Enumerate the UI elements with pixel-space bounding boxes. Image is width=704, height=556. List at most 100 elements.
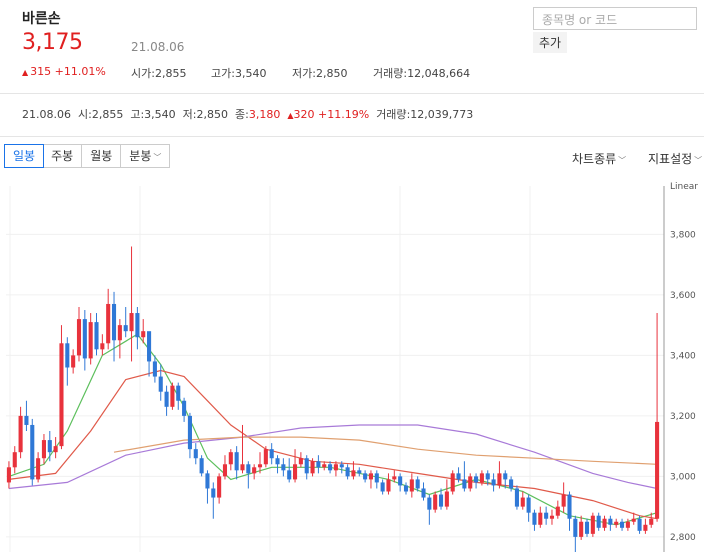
- candle-body: [228, 452, 233, 465]
- candle-body: [36, 458, 41, 480]
- search-input[interactable]: [540, 9, 694, 30]
- candle-body: [351, 470, 356, 477]
- candle-body: [176, 385, 181, 401]
- candle-body: [164, 391, 169, 407]
- chevron-down-icon: ﹀: [694, 156, 703, 165]
- candle-body: [345, 467, 350, 477]
- candle-body: [193, 449, 198, 459]
- ma20-line: [8, 369, 658, 520]
- y-tick-label: 3,800: [670, 230, 696, 240]
- candlestick-chart[interactable]: Linear 3,800 3,600 3,400 3,200 3,000 2,800: [0, 178, 704, 556]
- candle-body: [71, 355, 76, 368]
- candle-body: [129, 313, 134, 332]
- candle-body: [421, 488, 426, 498]
- candle-body: [614, 521, 619, 525]
- candle-body: [474, 476, 479, 483]
- chart-type-menu[interactable]: 차트종류 ﹀: [572, 150, 626, 167]
- candle-body: [643, 524, 648, 531]
- candle-body: [111, 303, 117, 341]
- chevron-down-icon: ﹀: [153, 153, 162, 162]
- candle-body: [485, 473, 490, 480]
- price-date: 21.08.06: [131, 40, 185, 54]
- candle-body: [567, 494, 572, 519]
- candle-body: [65, 343, 70, 368]
- tab-minute[interactable]: 분봉 ﹀: [121, 145, 169, 167]
- candle-body: [444, 491, 449, 507]
- low-label: 저가: [292, 67, 313, 80]
- candle-body: [491, 479, 496, 486]
- candle-body: [555, 506, 560, 516]
- high-value: 3,540: [234, 67, 267, 80]
- candle-body: [147, 331, 152, 362]
- candle-body: [211, 488, 216, 498]
- candle-body: [357, 470, 362, 474]
- candle-body: [333, 464, 338, 471]
- candle-body: [106, 303, 111, 344]
- daily-low: 2,850: [196, 108, 229, 121]
- candle-body: [88, 322, 93, 359]
- low-value: 2,850: [315, 67, 348, 80]
- candle-body: [573, 518, 578, 537]
- candle-body: [94, 322, 99, 350]
- up-triangle-icon: ▲: [22, 68, 29, 77]
- candle-body: [298, 458, 303, 465]
- candle-body: [409, 479, 414, 492]
- daily-open-label: 시: [77, 108, 89, 121]
- candle-body: [398, 476, 403, 486]
- indicator-menu[interactable]: 지표설정 ﹀: [648, 150, 702, 167]
- daily-volume: 12,039,773: [410, 108, 474, 121]
- tab-minute-label: 분봉: [129, 149, 152, 163]
- candle-body: [252, 467, 257, 474]
- volume-label: 거래량: [373, 67, 404, 80]
- candle-body: [590, 515, 595, 534]
- change-amount: 315: [30, 65, 52, 78]
- candle-body: [602, 518, 607, 528]
- candle-body: [468, 476, 473, 489]
- candle-body: [304, 458, 309, 474]
- candle-body: [41, 440, 46, 459]
- tab-daily[interactable]: 일봉: [4, 144, 45, 168]
- candle-body: [316, 461, 321, 468]
- daily-low-label: 저: [182, 108, 193, 121]
- candle-body: [30, 424, 35, 480]
- candle-body: [187, 415, 192, 450]
- candle-body: [479, 473, 484, 483]
- price-change: ▲ 315 +11.01%: [22, 65, 106, 78]
- candle-body: [392, 476, 397, 480]
- candle-body: [246, 464, 251, 474]
- candle-body: [135, 313, 140, 338]
- chart-canvas[interactable]: Linear 3,800 3,600 3,400 3,200 3,000 2,800: [0, 178, 704, 556]
- candle-body: [655, 421, 660, 519]
- low-stat: 저가:2,850: [292, 67, 348, 80]
- candle-body: [222, 464, 228, 477]
- candle-body: [281, 464, 286, 471]
- candle-body: [584, 521, 590, 534]
- candle-body: [561, 494, 566, 507]
- candle-body: [649, 518, 654, 525]
- daily-summary: 21.08.06 시:2,855 고:3,540 저:2,850 종:3,180…: [22, 108, 474, 121]
- stock-search: [533, 7, 697, 30]
- candle-body: [380, 482, 385, 492]
- y-tick-label: 2,800: [670, 533, 696, 543]
- candle-body: [170, 385, 175, 407]
- open-stat: 시가:2,855: [131, 67, 187, 80]
- tab-monthly[interactable]: 월봉: [82, 145, 122, 167]
- tab-weekly[interactable]: 주봉: [43, 145, 83, 167]
- candle-body: [53, 446, 58, 453]
- candle-body: [514, 488, 519, 507]
- daily-high-label: 고: [130, 108, 141, 121]
- volume-value: 12,048,664: [407, 67, 471, 80]
- candle-body: [123, 325, 128, 332]
- candle-body: [631, 518, 636, 522]
- candle-body: [368, 473, 373, 480]
- candle-body: [596, 515, 601, 528]
- open-value: 2,855: [154, 67, 187, 80]
- add-button[interactable]: 추가: [533, 32, 568, 53]
- period-tabs: 일봉 주봉 월봉 분봉 ﹀: [4, 144, 171, 168]
- ma5-line: [8, 333, 658, 526]
- daily-change: 320: [293, 108, 315, 121]
- candle-body: [374, 473, 379, 483]
- y-tick-label: 3,600: [670, 291, 696, 301]
- candle-body: [433, 494, 438, 510]
- daily-open: 2,855: [91, 108, 124, 121]
